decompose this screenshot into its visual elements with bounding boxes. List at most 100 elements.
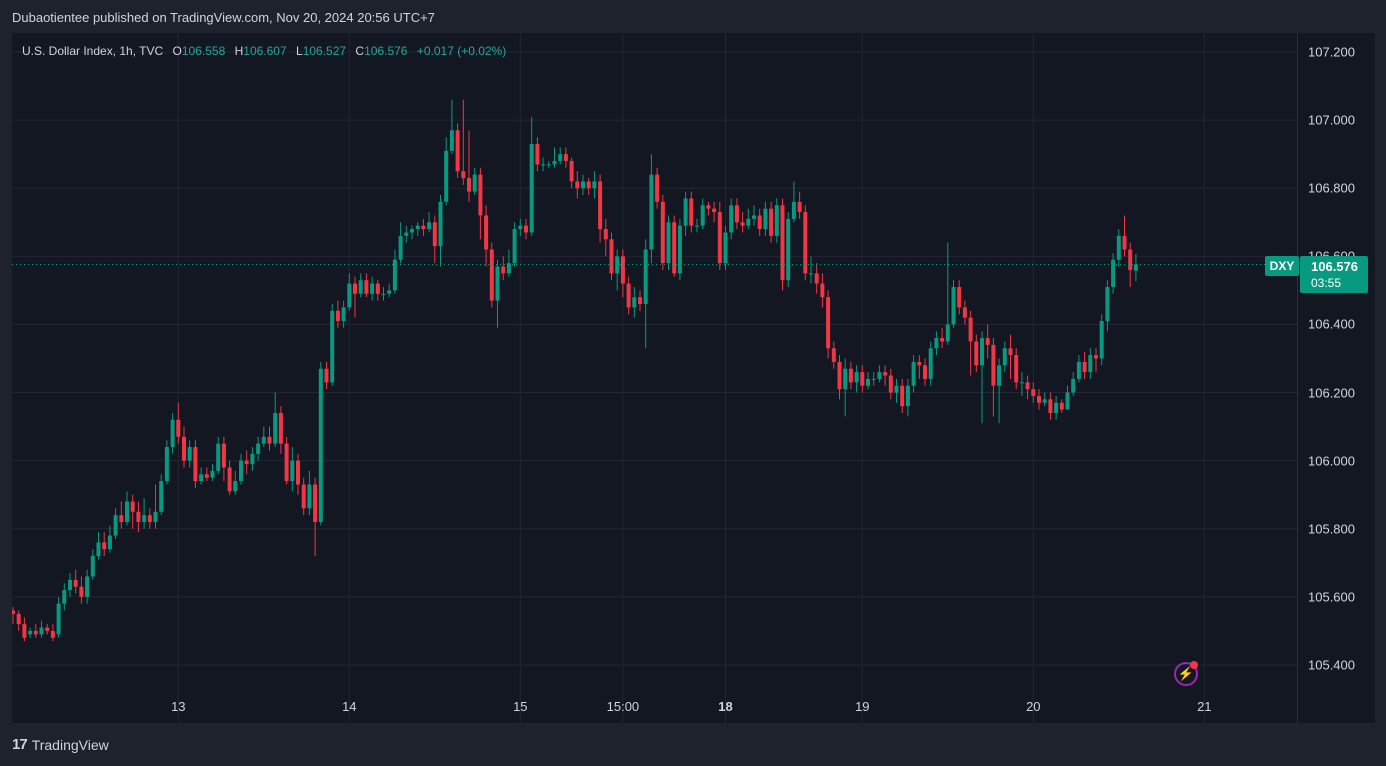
low-label: L [296, 44, 303, 58]
candle-body [324, 368, 329, 383]
candle-body [980, 338, 984, 366]
y-tick-label: 107.000 [1308, 112, 1355, 128]
candle-body [415, 225, 420, 230]
candle-body [997, 365, 1002, 386]
candle-body [729, 205, 734, 233]
candle-body [962, 307, 967, 318]
candle-body [296, 460, 300, 485]
candle-body [1111, 259, 1116, 287]
candle-body [90, 556, 95, 577]
candle-body [655, 174, 660, 202]
candle-body [73, 579, 78, 587]
candle-body [239, 460, 243, 482]
candle-body [250, 453, 255, 465]
candle-body [1082, 361, 1087, 373]
candle-body [102, 542, 107, 550]
candle-body [147, 515, 152, 522]
candle-body [56, 603, 61, 635]
candle-body [991, 344, 996, 386]
candle-body [387, 290, 392, 294]
price-axis[interactable] [1297, 33, 1375, 723]
candle-body [364, 280, 369, 294]
candle-body [1042, 399, 1047, 403]
candle-body [130, 501, 135, 512]
candle-body [1099, 321, 1104, 359]
change-value: +0.017 (+0.02%) [416, 44, 507, 58]
candle-body [176, 419, 181, 437]
candle-body [427, 222, 432, 230]
x-tick-label: 15 [513, 699, 528, 714]
candle-body [421, 225, 426, 230]
candle-body [826, 297, 831, 349]
candle-body [546, 164, 551, 166]
lightning-icon[interactable]: ⚡ [1174, 662, 1198, 686]
y-tick-label: 106.800 [1308, 180, 1355, 196]
candle-body [142, 515, 147, 522]
candle-body [187, 447, 192, 461]
candle-body [552, 160, 557, 165]
candle-body [164, 447, 169, 482]
candle-body [432, 222, 437, 247]
candle-body [837, 361, 842, 390]
candle-body [1094, 355, 1098, 359]
tradingview-logo[interactable]: 17 TradingView [12, 736, 109, 753]
x-tick-label: 19 [855, 699, 870, 714]
candle-body [951, 286, 956, 325]
open-label: O [172, 44, 182, 58]
candle-body [888, 375, 893, 393]
candle-body [581, 181, 585, 189]
candle-body [831, 348, 836, 362]
candle-body [518, 225, 523, 230]
candle-body [1014, 355, 1019, 383]
candle-body [541, 164, 546, 166]
y-tick-label: 105.600 [1308, 589, 1355, 605]
candle-body [404, 232, 409, 236]
candle-body [848, 368, 853, 383]
candle-body [1031, 389, 1036, 396]
candle-body [791, 201, 796, 219]
candle-body [199, 474, 204, 482]
candle-body [472, 174, 477, 192]
candle-body [957, 286, 962, 308]
candle-body [307, 484, 312, 509]
candle-body [769, 208, 774, 236]
candle-body [734, 205, 739, 223]
candle-body [136, 511, 141, 522]
candlestick-chart[interactable] [12, 33, 1297, 723]
candle-body [28, 630, 33, 635]
candle-body [273, 412, 278, 444]
candle-body [85, 576, 90, 597]
candle-body [854, 372, 859, 383]
candle-body [501, 266, 506, 274]
candle-body [495, 266, 500, 301]
candle-body [22, 624, 27, 638]
candle-body [723, 232, 728, 264]
bar-countdown: 03:55 [1311, 276, 1342, 290]
candle-body [96, 542, 101, 557]
candle-body [125, 501, 129, 522]
candle-body [467, 178, 471, 192]
candle-body [923, 365, 927, 379]
candle-body [79, 586, 84, 597]
open-value: 106.558 [181, 44, 226, 58]
candle-body [335, 310, 340, 322]
candle-body [484, 215, 489, 250]
candle-body [558, 154, 563, 161]
candle-body [313, 484, 318, 522]
candle-body [524, 225, 528, 233]
candle-body [381, 293, 386, 295]
candle-body [934, 338, 939, 349]
candle-body [216, 443, 221, 471]
brand-name: TradingView [31, 736, 109, 753]
candle-body [643, 249, 648, 305]
candle-body [672, 222, 677, 274]
candle-body [489, 249, 494, 301]
candle-body [358, 280, 363, 294]
candle-body [68, 579, 72, 591]
candle-body [39, 627, 44, 635]
x-tick-label: 18 [718, 699, 733, 714]
candle-body [615, 256, 620, 274]
candle-body [33, 630, 38, 635]
candle-body [820, 283, 825, 298]
chart-pane[interactable] [12, 33, 1297, 723]
